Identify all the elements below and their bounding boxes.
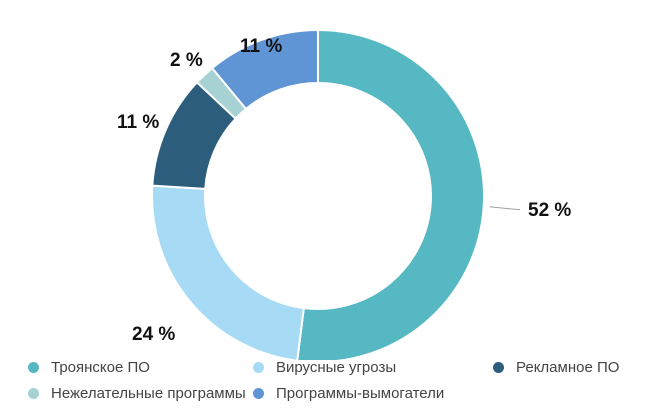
legend-label-unwanted: Нежелательные программы <box>51 384 246 402</box>
legend-swatch-adware <box>493 361 504 373</box>
legend-label-ransomware: Программы-вымогатели <box>276 384 445 402</box>
legend-label-virus: Вирусные угрозы <box>276 358 397 376</box>
legend-item-trojan[interactable]: Троянское ПО <box>28 357 253 377</box>
legend-swatch-virus <box>253 361 264 373</box>
legend-swatch-ransomware <box>253 387 264 399</box>
slice-ransomware[interactable] <box>210 28 319 111</box>
legend-label-adware: Рекламное ПО <box>516 358 620 376</box>
slice-label-adware: 11 % <box>117 112 159 133</box>
legend-item-adware[interactable]: Рекламное ПО <box>493 357 628 377</box>
leader-line-trojan <box>489 206 521 211</box>
donut-chart: 52 % 24 % 11 % 2 % 11 % <box>117 28 571 360</box>
legend-swatch-unwanted <box>28 387 39 399</box>
legend-label-trojan: Троянское ПО <box>51 358 150 376</box>
legend-item-virus[interactable]: Вирусные угрозы <box>253 357 493 377</box>
slice-trojan[interactable] <box>296 28 485 360</box>
slice-label-ransomware: 11 % <box>240 36 282 57</box>
slice-label-trojan: 52 % <box>528 200 571 221</box>
legend-item-unwanted[interactable]: Нежелательные программы <box>28 383 253 403</box>
legend: Троянское ПО Вирусные угрозы Рекламное П… <box>28 357 628 405</box>
legend-swatch-trojan <box>28 361 39 373</box>
slice-label-unwanted: 2 % <box>170 50 203 71</box>
slice-label-virus: 24 % <box>132 324 175 345</box>
legend-item-ransomware[interactable]: Программы-вымогатели <box>253 383 493 403</box>
